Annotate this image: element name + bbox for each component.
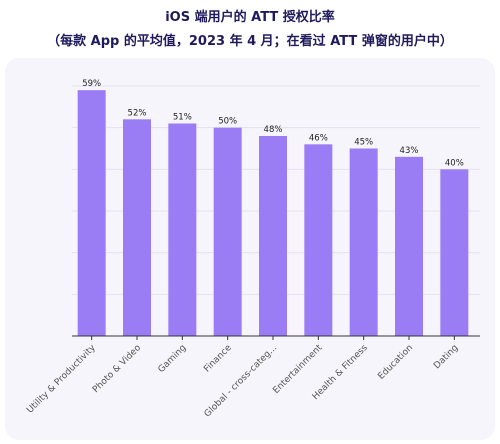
x-tick-label: Education — [376, 343, 415, 382]
bar — [304, 144, 333, 336]
x-tick-label: Dating — [432, 343, 460, 371]
bar — [259, 136, 287, 336]
x-tick-label: Finance — [202, 343, 234, 375]
data-label: 40% — [445, 158, 464, 168]
data-label: 48% — [264, 125, 283, 135]
x-tick-label: Utility & Productivity — [25, 343, 98, 416]
data-label: 43% — [400, 146, 419, 156]
bar — [123, 119, 151, 336]
chart-title: iOS 端用户的 ATT 授权比率 — [165, 10, 335, 25]
bar — [213, 127, 242, 337]
x-tick-label: Photo & Video — [91, 343, 143, 395]
bar — [395, 156, 423, 336]
data-label: 45% — [354, 138, 373, 148]
bar — [349, 148, 378, 336]
data-label: 46% — [309, 133, 328, 143]
bar — [168, 123, 197, 336]
data-label: 59% — [82, 79, 101, 89]
data-label: 50% — [218, 117, 237, 127]
bar — [440, 169, 469, 336]
x-tick-label: Gaming — [157, 343, 189, 375]
bar — [77, 90, 106, 337]
chart-subtitle: （每款 App 的平均值，2023 年 4 月；在看过 ATT 弹窗的用户中） — [47, 34, 453, 49]
data-label: 51% — [173, 113, 192, 123]
data-label: 52% — [128, 108, 147, 118]
